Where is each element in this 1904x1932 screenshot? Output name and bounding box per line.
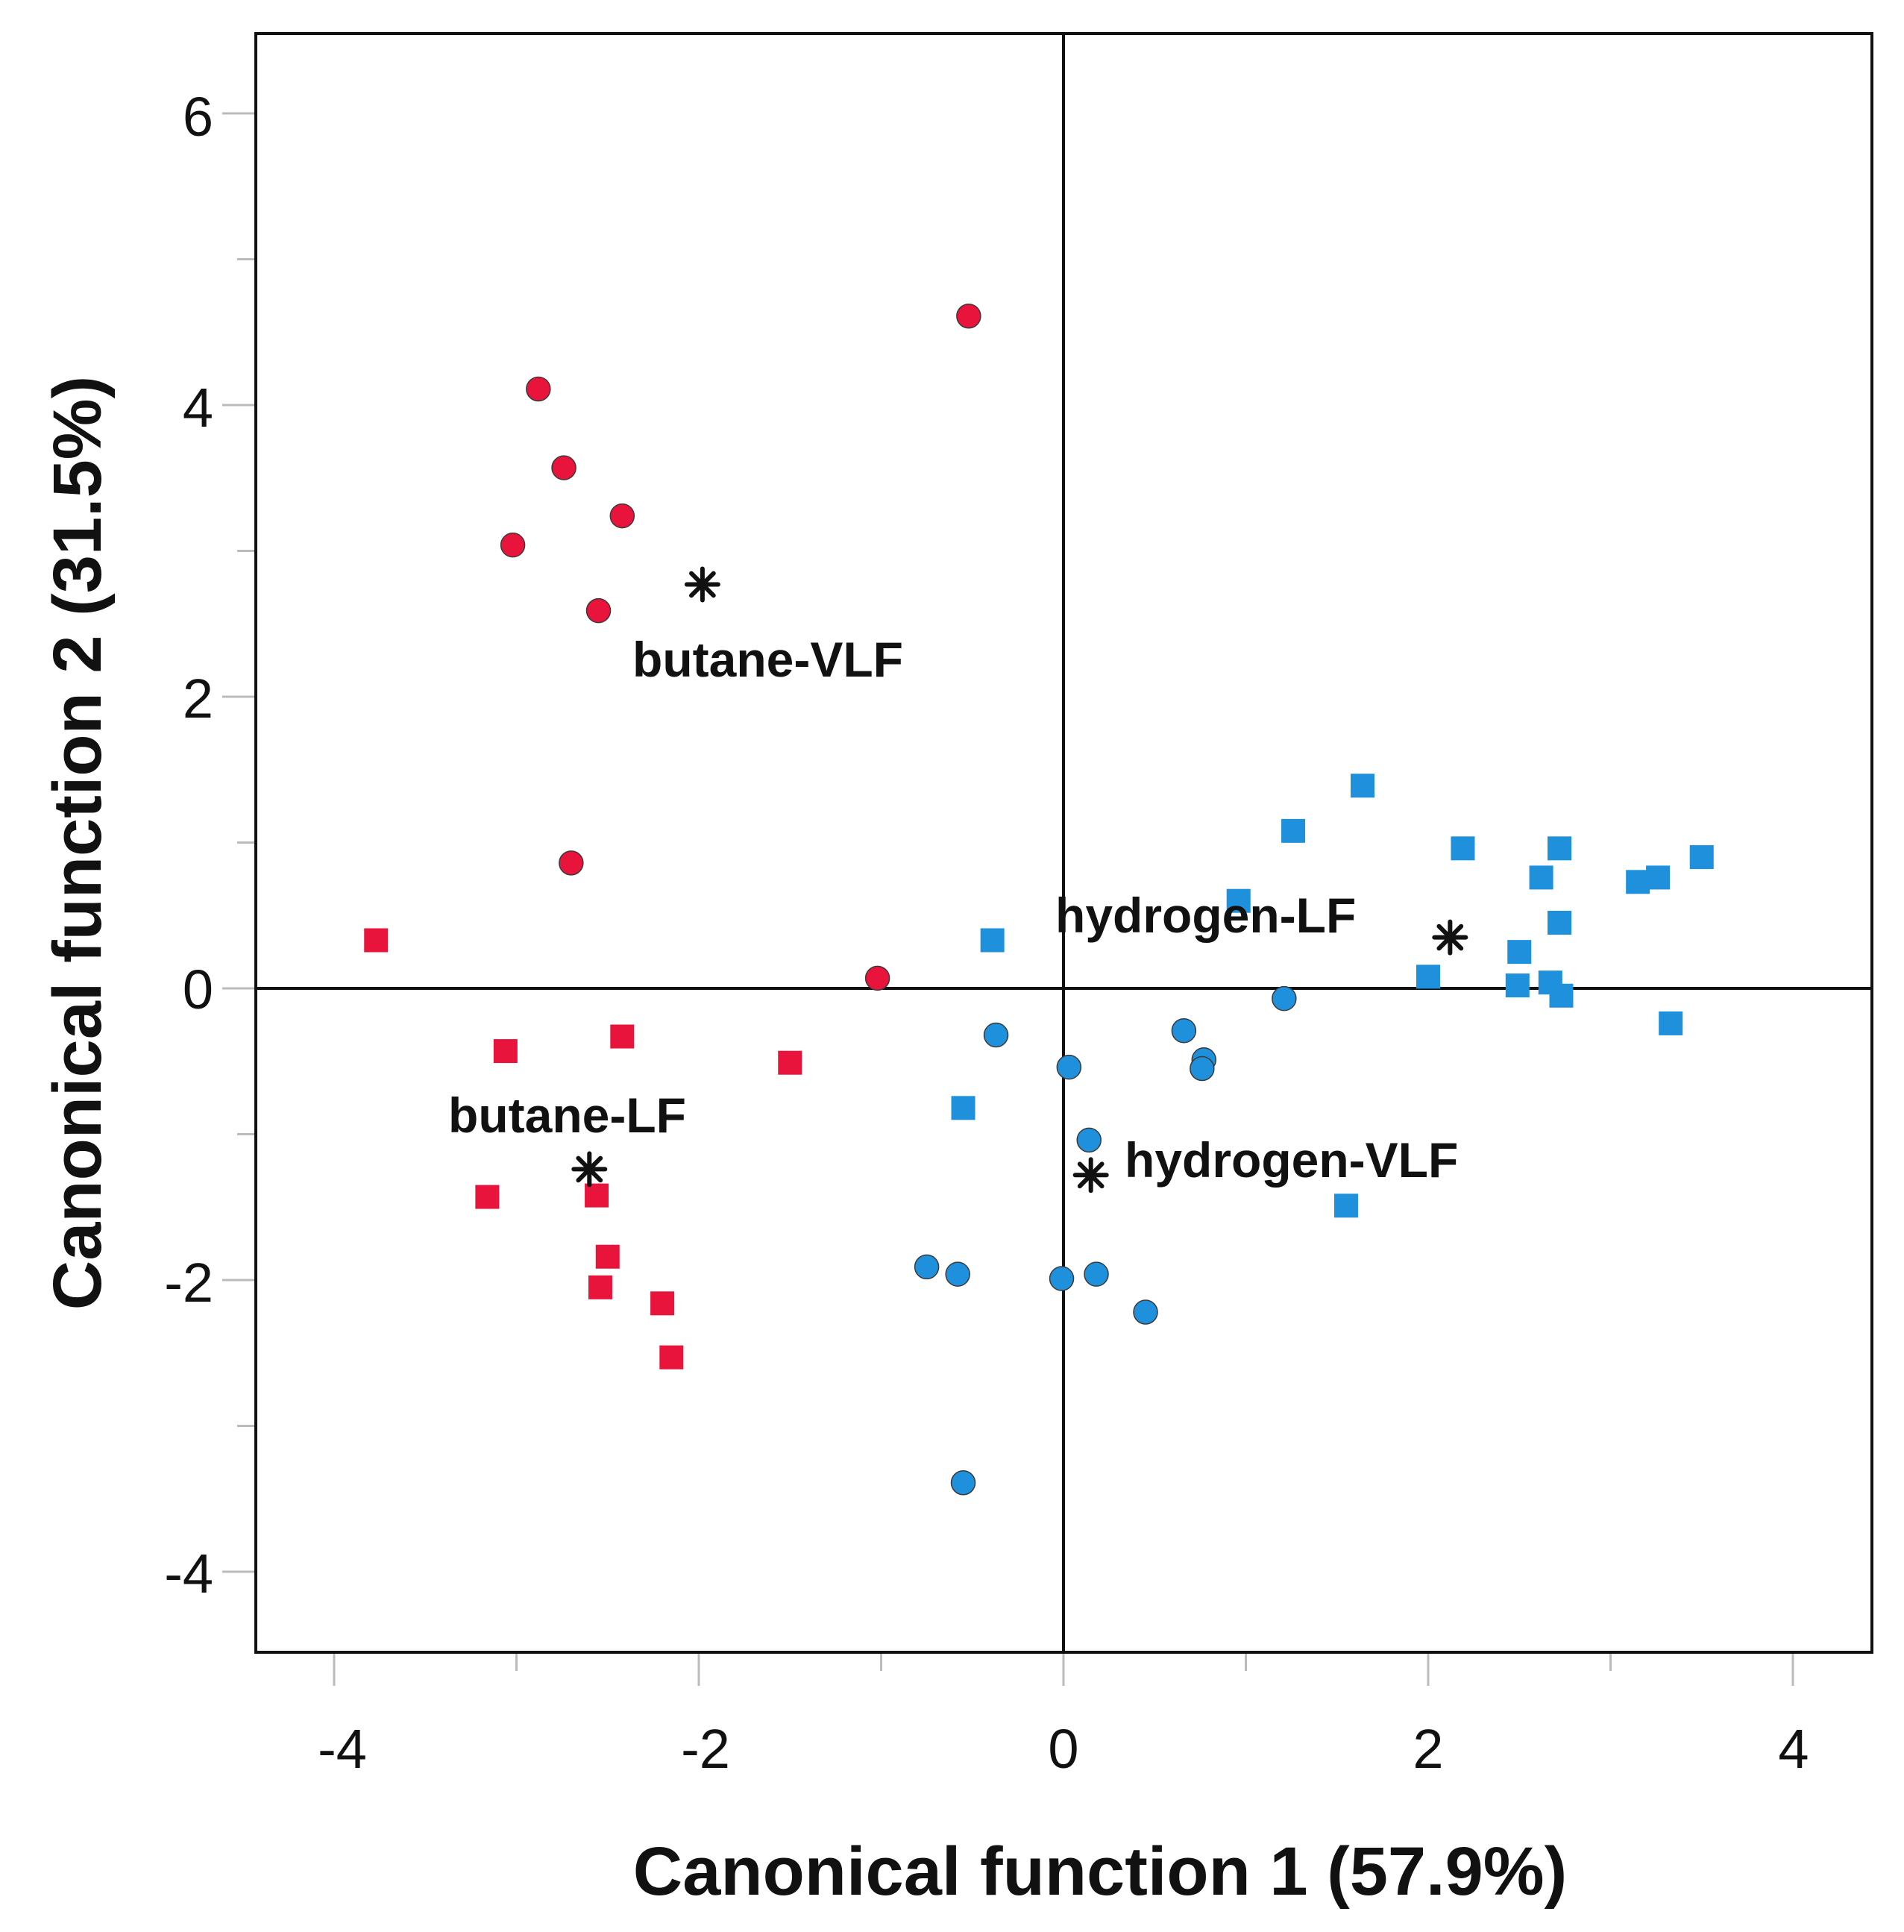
point-hydrogen-vlf xyxy=(1171,1017,1197,1044)
point-hydrogen-lf xyxy=(1689,845,1714,870)
x-axis-title: Canonical function 1 (57.9%) xyxy=(633,1834,1567,1910)
point-hydrogen-lf xyxy=(1548,836,1572,861)
centroid-label-hydrogen-lf: hydrogen-LF xyxy=(1055,888,1356,943)
x-tick-label: 2 xyxy=(1413,1718,1443,1780)
reference-lines xyxy=(256,34,1872,1652)
series-butane-lf xyxy=(364,928,802,1370)
y-tick-label: 4 xyxy=(183,377,213,439)
y-tick-label: 6 xyxy=(183,86,213,148)
point-hydrogen-lf xyxy=(1451,836,1475,861)
series-hydrogen-lf xyxy=(951,774,1714,1218)
axis-ticks xyxy=(222,112,1794,1686)
point-hydrogen-lf xyxy=(1226,888,1251,913)
point-butane-lf xyxy=(475,1185,500,1209)
point-hydrogen-lf xyxy=(1659,1011,1683,1035)
x-tick-label: 0 xyxy=(1048,1718,1078,1780)
point-butane-lf xyxy=(650,1291,675,1316)
point-butane-lf xyxy=(778,1050,802,1075)
point-hydrogen-vlf xyxy=(1076,1127,1102,1153)
point-hydrogen-lf xyxy=(1626,870,1650,894)
y-tick-label: -4 xyxy=(164,1543,213,1605)
point-hydrogen-vlf xyxy=(1056,1054,1082,1080)
point-hydrogen-lf xyxy=(1507,940,1532,965)
point-butane-lf xyxy=(364,928,389,953)
centroid-label-butane-vlf: butane-VLF xyxy=(632,632,903,687)
plot-frame xyxy=(254,32,1873,1654)
point-hydrogen-lf xyxy=(951,1096,975,1120)
point-butane-vlf xyxy=(609,503,635,529)
centroid-marker-butane-lf xyxy=(571,1151,608,1188)
group-centroids xyxy=(571,566,1468,1194)
data-points xyxy=(364,303,1714,1496)
point-hydrogen-vlf xyxy=(950,1470,976,1496)
point-hydrogen-vlf xyxy=(945,1261,970,1287)
point-butane-lf xyxy=(493,1039,518,1064)
centroid-label-hydrogen-vlf: hydrogen-VLF xyxy=(1125,1132,1458,1188)
point-hydrogen-lf xyxy=(1505,973,1530,998)
point-hydrogen-vlf xyxy=(914,1254,940,1280)
centroid-marker-hydrogen-vlf xyxy=(1072,1157,1109,1194)
point-hydrogen-lf xyxy=(1549,983,1574,1008)
point-butane-lf xyxy=(659,1345,684,1370)
point-hydrogen-lf xyxy=(1333,1194,1358,1218)
point-butane-vlf xyxy=(559,850,584,876)
point-hydrogen-vlf xyxy=(1190,1056,1215,1082)
point-hydrogen-vlf xyxy=(1049,1266,1075,1291)
x-tick-label: 4 xyxy=(1778,1718,1809,1780)
point-hydrogen-lf xyxy=(1281,818,1306,843)
point-butane-vlf xyxy=(500,532,526,558)
point-butane-lf xyxy=(595,1244,620,1269)
point-hydrogen-lf xyxy=(980,928,1005,953)
point-hydrogen-vlf xyxy=(1133,1299,1158,1325)
point-butane-vlf xyxy=(956,303,981,329)
point-hydrogen-lf xyxy=(1646,865,1671,890)
y-tick-label: 2 xyxy=(183,668,213,730)
centroid-marker-butane-vlf xyxy=(684,566,720,603)
point-hydrogen-vlf xyxy=(1272,985,1297,1012)
point-butane-lf xyxy=(585,1183,609,1208)
point-butane-vlf xyxy=(585,598,612,624)
point-butane-vlf xyxy=(526,376,551,402)
point-hydrogen-lf xyxy=(1529,865,1553,890)
point-hydrogen-lf xyxy=(1548,911,1572,935)
point-hydrogen-vlf xyxy=(983,1022,1009,1048)
point-butane-lf xyxy=(588,1275,612,1299)
point-butane-vlf xyxy=(864,965,890,991)
y-axis-title: Canonical function 2 (31.5%) xyxy=(40,376,116,1310)
point-hydrogen-lf xyxy=(1350,774,1374,798)
series-hydrogen-vlf xyxy=(914,985,1297,1496)
point-butane-vlf xyxy=(551,455,576,480)
y-tick-label: -2 xyxy=(164,1252,213,1314)
point-butane-lf xyxy=(610,1024,635,1049)
centroid-marker-hydrogen-lf xyxy=(1432,919,1468,956)
x-tick-label: -2 xyxy=(681,1718,730,1780)
point-hydrogen-lf xyxy=(1416,965,1440,989)
y-tick-label: 0 xyxy=(183,959,213,1020)
x-tick-label: -4 xyxy=(318,1718,367,1780)
centroid-label-butane-lf: butane-LF xyxy=(448,1088,686,1143)
series-butane-vlf xyxy=(500,303,981,991)
point-hydrogen-vlf xyxy=(1084,1261,1109,1287)
